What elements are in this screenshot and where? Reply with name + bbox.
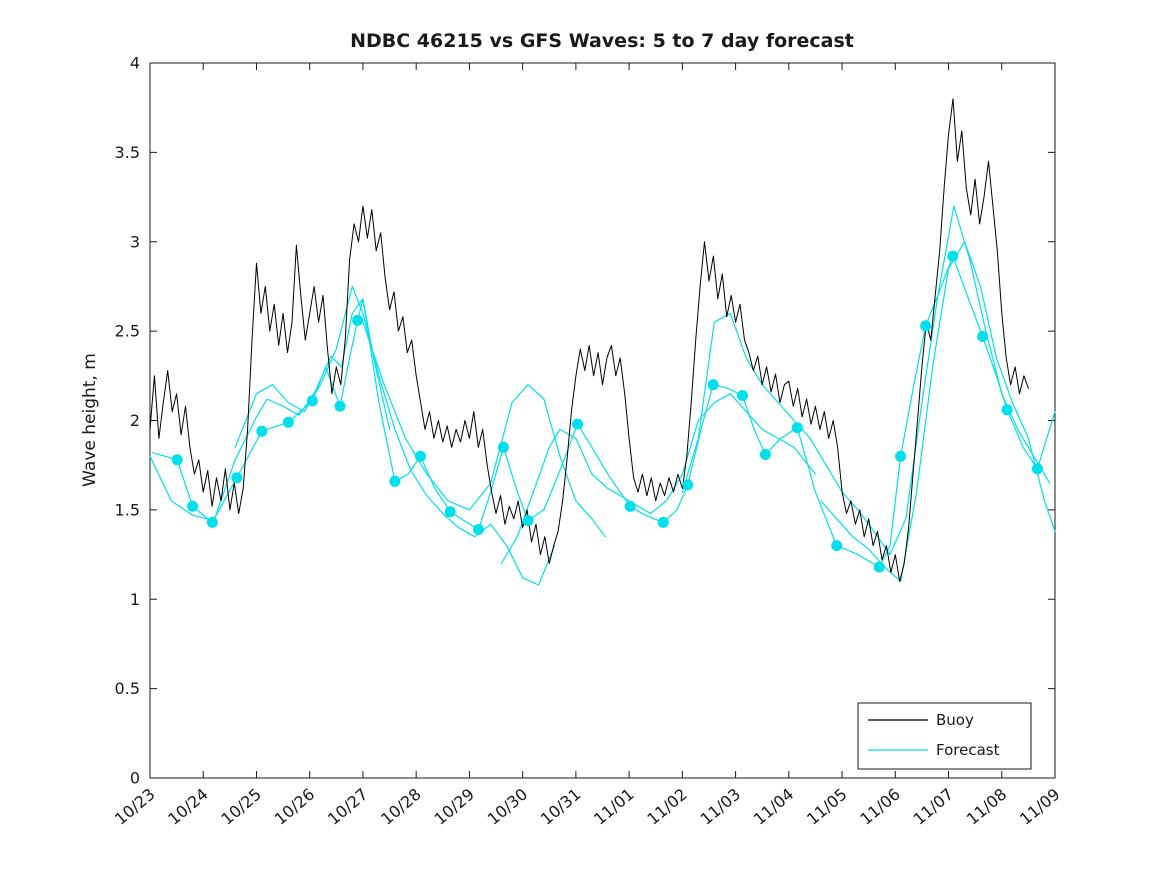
forecast-marker: [572, 418, 583, 430]
y-tick-label: 3: [130, 232, 140, 251]
forecast-line: [362, 321, 606, 538]
forecast-marker: [444, 506, 456, 518]
x-tick-label: 11/05: [803, 785, 851, 829]
x-tick-label: 11/02: [643, 785, 691, 829]
y-tick-label: 0.5: [115, 679, 140, 698]
x-tick-label: 10/31: [537, 785, 585, 829]
x-tick-label: 11/08: [963, 785, 1011, 829]
forecast-marker: [187, 500, 199, 512]
forecast-marker: [334, 400, 346, 412]
x-tick-label: 10/28: [377, 785, 425, 829]
chart-title: NDBC 46215 vs GFS Waves: 5 to 7 day fore…: [350, 30, 854, 52]
forecast-marker: [873, 561, 885, 573]
y-tick-label: 1.5: [115, 500, 140, 519]
x-tick-label: 10/23: [111, 785, 159, 829]
forecast-marker: [895, 450, 907, 462]
forecast-marker: [352, 314, 364, 326]
forecast-line: [152, 255, 1056, 568]
forecast-marker: [171, 454, 183, 466]
forecast-marker: [707, 379, 719, 391]
x-tick-label: 11/03: [697, 785, 745, 829]
forecast-marker: [759, 449, 771, 460]
y-tick-label: 2.5: [115, 322, 140, 341]
forecast-marker: [657, 516, 669, 528]
x-tick-label: 10/27: [324, 785, 372, 829]
forecast-marker: [977, 331, 989, 342]
y-tick-label: 2: [130, 411, 140, 430]
forecast-marker: [831, 540, 843, 552]
buoy-line: [149, 98, 1029, 582]
x-tick-label: 11/06: [856, 785, 904, 829]
legend-forecast-label: Forecast: [936, 741, 1000, 759]
x-tick-label: 11/09: [1016, 785, 1064, 829]
forecast-line: [149, 298, 391, 522]
forecast-marker: [231, 472, 243, 484]
forecast-marker: [306, 395, 318, 407]
forecast-marker: [282, 416, 294, 428]
forecast-marker: [920, 320, 932, 332]
y-tick-label: 3.5: [115, 143, 140, 162]
x-tick-label: 10/30: [484, 785, 532, 829]
legend-box: [857, 702, 1032, 770]
forecast-line: [681, 205, 1051, 556]
x-tick-label: 11/04: [750, 785, 798, 829]
legend-buoy-label: Buoy: [936, 711, 974, 729]
forecast-marker: [206, 516, 218, 528]
forecast-marker: [473, 524, 484, 535]
x-tick-label: 10/25: [218, 785, 266, 829]
forecast-marker: [737, 390, 748, 401]
y-axis-label: Wave height, m: [80, 353, 100, 487]
forecast-marker: [1001, 404, 1013, 416]
forecast-marker: [791, 422, 803, 434]
forecast-marker: [498, 441, 509, 453]
y-tick-label: 1: [130, 590, 140, 609]
legend: Buoy Forecast: [857, 702, 1032, 770]
y-tick-label: 0: [130, 769, 140, 788]
x-tick-label: 10/26: [271, 785, 319, 829]
y-tick-label: 4: [130, 54, 140, 73]
forecast-marker: [389, 475, 401, 487]
forecast-marker: [522, 515, 534, 527]
x-tick-label: 10/29: [430, 785, 478, 829]
forecast-marker: [682, 479, 694, 491]
forecast-marker: [256, 425, 268, 437]
x-tick-label: 10/24: [164, 785, 212, 829]
forecast-line: [500, 393, 816, 565]
forecast-line: [234, 285, 556, 586]
forecast-marker: [624, 500, 636, 512]
x-tick-label: 11/01: [590, 785, 638, 829]
forecast-line: [820, 241, 1056, 582]
forecast-marker: [414, 450, 426, 462]
forecast-marker: [1031, 463, 1043, 475]
x-tick-label: 11/07: [910, 785, 958, 829]
forecast-marker: [947, 250, 959, 262]
